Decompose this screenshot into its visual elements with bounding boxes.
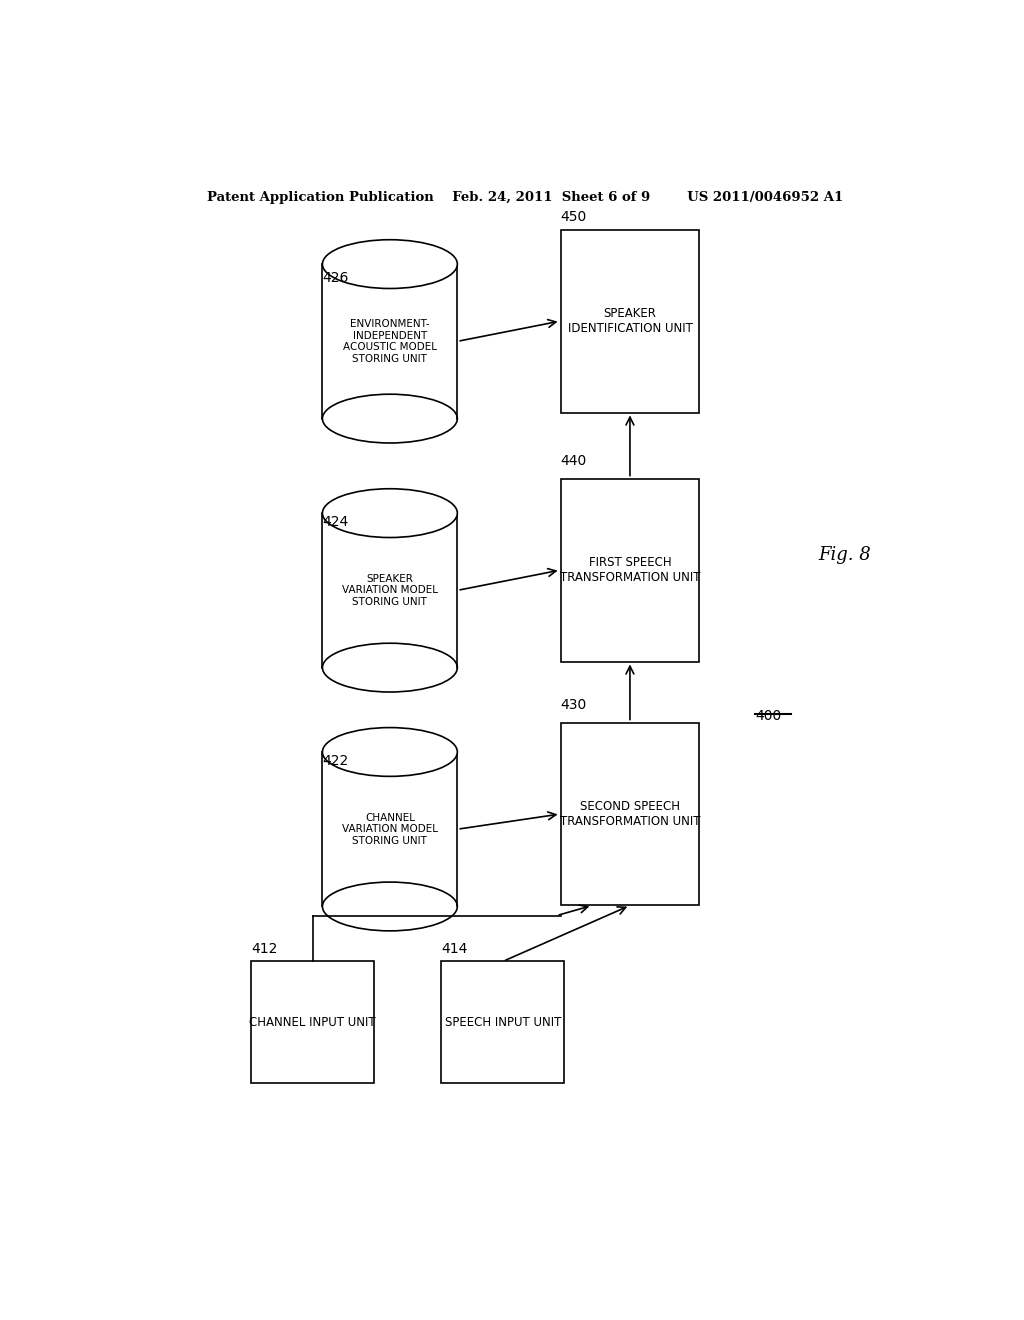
Bar <box>441 961 564 1084</box>
Text: 400: 400 <box>755 709 781 723</box>
Text: 430: 430 <box>560 698 587 713</box>
Text: 450: 450 <box>560 210 587 224</box>
Text: 440: 440 <box>560 454 587 469</box>
Ellipse shape <box>323 727 458 776</box>
Text: 412: 412 <box>251 942 278 956</box>
Ellipse shape <box>323 882 458 931</box>
Text: SECOND SPEECH
TRANSFORMATION UNIT: SECOND SPEECH TRANSFORMATION UNIT <box>560 800 700 828</box>
Text: ENVIRONMENT-
INDEPENDENT
ACOUSTIC MODEL
STORING UNIT: ENVIRONMENT- INDEPENDENT ACOUSTIC MODEL … <box>343 319 437 364</box>
Text: SPEAKER
VARIATION MODEL
STORING UNIT: SPEAKER VARIATION MODEL STORING UNIT <box>342 574 438 607</box>
Text: 424: 424 <box>323 515 349 529</box>
Text: SPEAKER
IDENTIFICATION UNIT: SPEAKER IDENTIFICATION UNIT <box>567 308 692 335</box>
Bar <box>323 264 458 418</box>
Bar <box>323 752 458 907</box>
Bar <box>251 961 374 1084</box>
Text: Patent Application Publication    Feb. 24, 2011  Sheet 6 of 9        US 2011/004: Patent Application Publication Feb. 24, … <box>207 190 843 203</box>
Ellipse shape <box>323 488 458 537</box>
Text: 414: 414 <box>441 942 468 956</box>
Text: FIRST SPEECH
TRANSFORMATION UNIT: FIRST SPEECH TRANSFORMATION UNIT <box>560 556 700 583</box>
Ellipse shape <box>323 395 458 444</box>
Text: CHANNEL INPUT UNIT: CHANNEL INPUT UNIT <box>249 1016 376 1028</box>
Bar <box>560 722 699 906</box>
Text: CHANNEL
VARIATION MODEL
STORING UNIT: CHANNEL VARIATION MODEL STORING UNIT <box>342 813 438 846</box>
Text: Fig. 8: Fig. 8 <box>818 545 871 564</box>
Ellipse shape <box>323 643 458 692</box>
Text: SPEECH INPUT UNIT: SPEECH INPUT UNIT <box>444 1016 561 1028</box>
Bar <box>323 513 458 668</box>
Ellipse shape <box>323 240 458 289</box>
Bar <box>560 230 699 412</box>
Text: 426: 426 <box>323 272 349 285</box>
Bar <box>560 479 699 661</box>
Text: 422: 422 <box>323 754 349 768</box>
